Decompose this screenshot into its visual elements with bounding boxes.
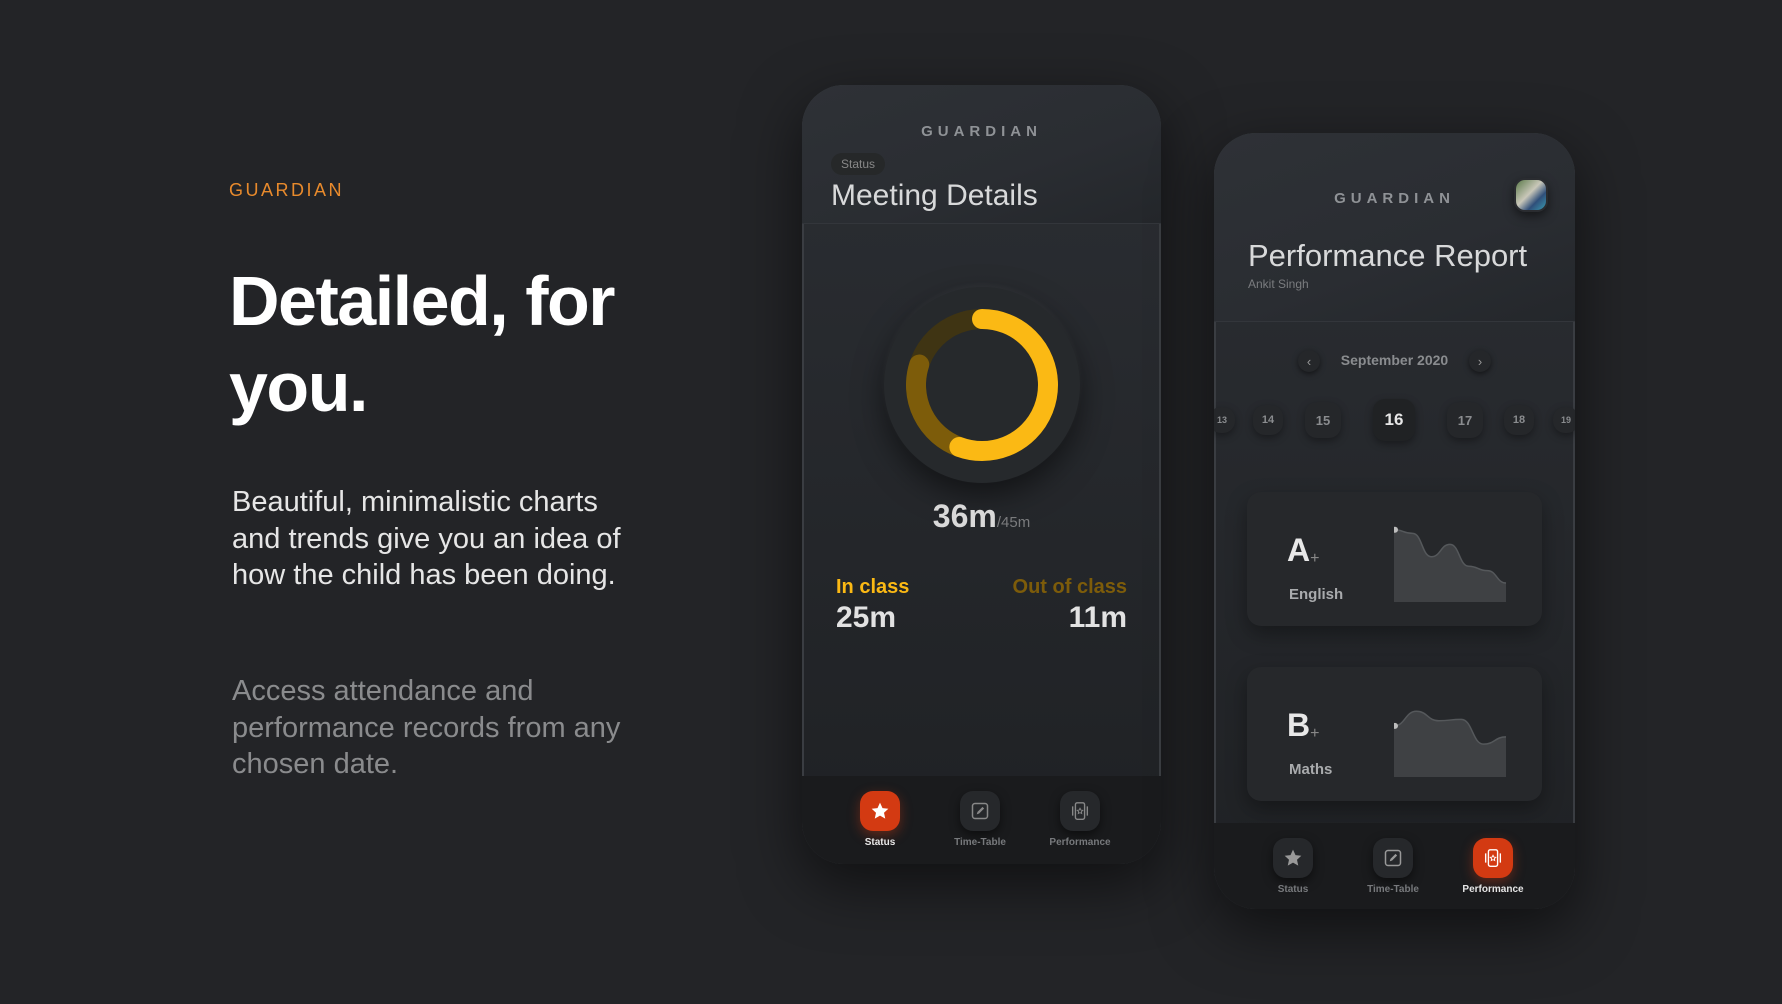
trend-area [1394,529,1506,602]
in-class-label: In class [836,576,910,598]
trend-line [1394,710,1506,745]
performance-header: GUARDIAN Performance Report Ankit Singh [1214,133,1575,322]
star-icon [871,802,889,819]
maths-trend-chart [1394,710,1506,777]
nav-status-label: Status [1277,884,1309,895]
student-name: Ankit Singh [1248,277,1309,291]
performance-screen: GUARDIAN Performance Report Ankit Singh … [1214,133,1575,909]
headline-line2: you. [229,348,368,426]
subject-name: Maths [1289,761,1333,778]
status-header: GUARDIAN Status Meeting Details [802,85,1161,224]
out-class-value: 11m [1068,601,1127,634]
nav-performance-button[interactable] [1473,838,1513,878]
report-icon [1071,802,1089,820]
nav-timetable-label: Time-Table [954,837,1006,848]
app-logo: GUARDIAN [1334,190,1455,207]
nav-timetable-label: Time-Table [1367,884,1419,895]
grade: A+ [1287,532,1319,569]
english-trend-chart [1394,526,1506,602]
day-item[interactable]: 18 [1504,405,1534,435]
bottom-nav: Status Time-Table Performance [1214,823,1575,909]
nav-status-label: Status [864,837,896,848]
app-logo: GUARDIAN [921,123,1042,140]
day-selected[interactable]: 16 [1373,399,1415,441]
report-icon [1484,849,1502,867]
nav-status-button[interactable] [860,791,900,831]
grade-modifier: + [1310,550,1320,567]
nav-performance-label: Performance [1462,884,1524,895]
headline-line1: Detailed, for [229,262,616,340]
page-title: Performance Report [1248,238,1528,273]
donut-in-class-arc [906,309,1058,461]
trend-start-point [1394,526,1398,533]
day-item[interactable]: 14 [1253,405,1283,435]
nav-timetable-button[interactable] [1373,838,1413,878]
nav-performance-button[interactable] [1060,791,1100,831]
status-screen: GUARDIAN Status Meeting Details 36m/45m … [802,85,1161,864]
total-time: 36m/45m [802,498,1161,535]
total-value: 36m [932,498,997,534]
prev-month-button[interactable]: ‹ [1298,350,1320,372]
grade-letter: A [1287,532,1311,568]
in-class-value: 25m [836,601,897,634]
day-item[interactable]: 17 [1447,402,1483,438]
edit-icon [971,802,989,820]
avatar[interactable] [1514,178,1548,212]
total-max: /45m [996,514,1031,531]
day-item[interactable]: 19 [1553,407,1575,433]
trend-start-point [1394,722,1398,729]
nav-timetable-button[interactable] [960,791,1000,831]
secondary-description: Access attendance and performance record… [232,675,621,780]
brand-label: GUARDIAN [229,180,345,200]
chevron-right-icon: › [1477,353,1483,369]
trend-line [1394,528,1506,584]
subject-name: English [1289,586,1344,603]
subject-card-english[interactable]: A+ English [1247,492,1542,626]
subject-card-maths[interactable]: B+ Maths [1247,667,1542,801]
star-icon [1284,849,1302,866]
grade-modifier: + [1310,725,1320,742]
next-month-button[interactable]: › [1469,350,1491,372]
page-title: Meeting Details [831,179,1038,212]
grade: B+ [1287,707,1319,744]
day-item[interactable]: 15 [1305,402,1341,438]
bottom-nav: Status Time-Table Performance [802,776,1161,864]
trend-area [1394,711,1506,777]
nav-status-button[interactable] [1273,838,1313,878]
status-tag: Status [831,153,886,175]
donut-chart [884,287,1080,483]
month-label: September 2020 [1340,352,1449,368]
chevron-left-icon: ‹ [1306,353,1312,369]
edit-icon [1384,849,1402,867]
out-class-label: Out of class [1012,576,1127,598]
headline: Detailed, for you. [229,258,689,430]
nav-performance-label: Performance [1049,837,1111,848]
grade-letter: B [1287,707,1311,743]
day-item[interactable]: 13 [1214,407,1235,433]
description: Beautiful, minimalistic charts and trend… [232,486,621,591]
